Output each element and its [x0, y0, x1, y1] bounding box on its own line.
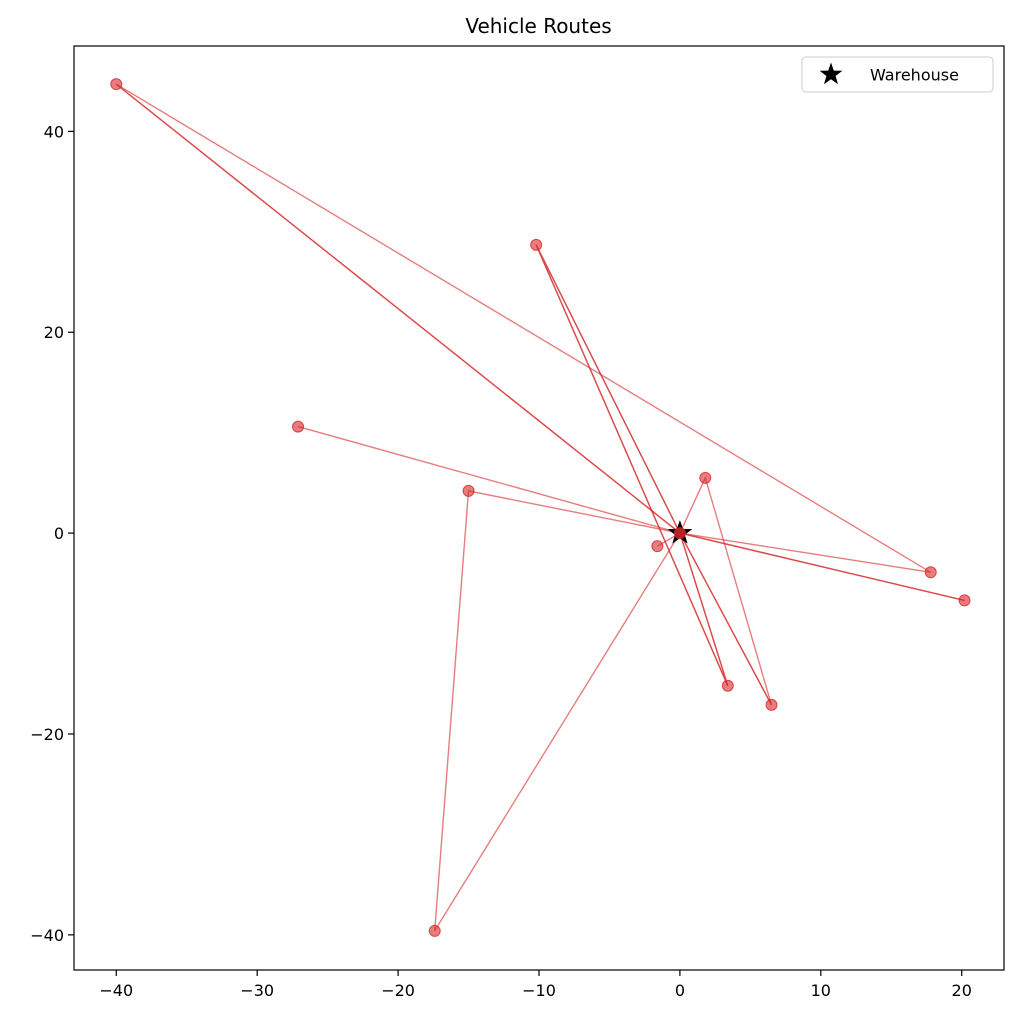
x-tick-label-20: 20: [952, 981, 972, 1000]
y-tick-label-20: 20: [44, 323, 64, 342]
warehouse-route-marker: [673, 527, 686, 540]
customer-point-2: [530, 238, 543, 251]
customer-point-3: [292, 420, 305, 433]
x-tick-label--20: −20: [381, 981, 415, 1000]
legend-label: Warehouse: [870, 66, 959, 85]
x-tick-label--40: −40: [99, 981, 133, 1000]
customer-point-11: [428, 924, 441, 937]
x-tick-label--30: −30: [240, 981, 274, 1000]
route-line-6: [434, 490, 681, 932]
route-line-7: [679, 475, 773, 706]
route-line-2: [115, 83, 932, 573]
x-tick-label--10: −10: [522, 981, 556, 1000]
chart-title: Vehicle Routes: [465, 14, 611, 38]
y-tick-label--20: −20: [30, 725, 64, 744]
customer-point-10: [765, 698, 778, 711]
x-tick-label-0: 0: [675, 981, 685, 1000]
customer-point-4: [462, 484, 475, 497]
route-line-4: [535, 244, 729, 687]
y-tick-label-40: 40: [44, 122, 64, 141]
customer-point-5: [699, 471, 712, 484]
y-tick-label--40: −40: [30, 926, 64, 945]
legend-box: [801, 56, 994, 93]
x-tick-label-10: 10: [811, 981, 831, 1000]
legend-star-icon: [819, 62, 843, 85]
customer-point-9: [721, 679, 734, 692]
legend: Warehouse: [801, 56, 994, 93]
customer-point-1: [110, 78, 123, 91]
customer-point-6: [651, 540, 664, 553]
customer-point-7: [924, 566, 937, 579]
routes-layer: [115, 83, 965, 932]
plot-frame: [73, 45, 1005, 971]
points-layer: [110, 78, 971, 937]
axes-layer: −40 −30 −20 −10 0 10 20 −40 −20 0 20 40: [30, 45, 1005, 1000]
customer-point-8: [958, 594, 971, 607]
y-tick-label-0: 0: [54, 524, 64, 543]
